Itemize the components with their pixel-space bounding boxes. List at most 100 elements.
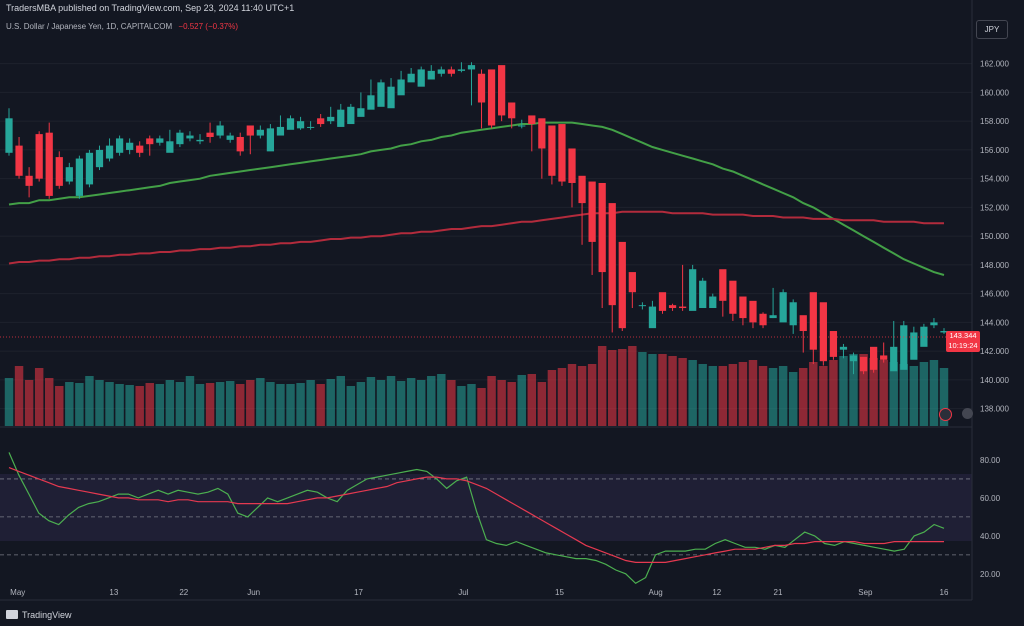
candle-body xyxy=(407,73,415,83)
ma-slow-line xyxy=(8,210,944,265)
volume-bar xyxy=(879,360,888,426)
volume-bar xyxy=(537,382,547,426)
volume-bar xyxy=(437,374,446,426)
candle-body xyxy=(397,79,405,96)
candle-body xyxy=(598,182,606,273)
candle-body xyxy=(176,132,184,145)
moving-averages xyxy=(8,121,945,276)
candle-body xyxy=(477,73,486,103)
rsi-signal-line xyxy=(8,467,944,563)
volume-bar xyxy=(286,384,295,426)
currency-button[interactable]: JPY xyxy=(976,20,1008,39)
volume-bar xyxy=(788,372,798,426)
candle-body xyxy=(890,346,898,372)
time-axis[interactable]: May 13 22 Jun 17 Jul 15 Aug 12 21 Sep 16 xyxy=(10,588,949,597)
candle-body xyxy=(266,128,275,152)
volume-bar xyxy=(859,354,868,426)
price-axis[interactable]: 138.000 140.000 142.000 144.000 146.000 148.0… xyxy=(980,60,1009,579)
candle-body xyxy=(709,296,717,309)
candle-body xyxy=(25,175,33,186)
price-tick-label: 148.000 xyxy=(980,261,1009,270)
time-tick-label: 21 xyxy=(774,588,783,597)
candle-body xyxy=(236,136,244,152)
volume-bar xyxy=(577,366,587,426)
candle-body xyxy=(206,132,214,137)
candle-body xyxy=(337,109,345,127)
candle-body xyxy=(286,118,295,130)
volume-bar xyxy=(386,376,396,426)
lightning-icon[interactable] xyxy=(939,408,952,421)
price-tick-label: 144.000 xyxy=(980,318,1009,327)
volume-bar xyxy=(105,382,114,426)
volume-bar xyxy=(587,364,597,426)
volume-bar xyxy=(628,346,637,426)
volume-bar xyxy=(477,388,486,426)
volume-bar xyxy=(44,378,54,426)
volume-bar xyxy=(316,384,325,426)
volume-bar xyxy=(567,364,577,426)
volume-bar xyxy=(396,381,406,426)
grid xyxy=(0,63,972,410)
candle-body xyxy=(608,203,616,306)
time-tick-label: 12 xyxy=(712,588,721,597)
candle-body xyxy=(829,331,838,357)
candle-body xyxy=(387,86,395,109)
volume-bar xyxy=(276,384,285,426)
candle-body xyxy=(859,356,868,372)
volume-bar xyxy=(718,366,728,426)
volume-bar xyxy=(306,380,315,426)
volume-bar xyxy=(24,380,34,426)
candle-body xyxy=(35,134,43,179)
volume-bar xyxy=(145,383,154,426)
price-tick-label: 140.000 xyxy=(980,376,1009,385)
volume-bar xyxy=(236,384,245,426)
candle-body xyxy=(769,315,777,319)
candle-body xyxy=(809,292,817,350)
footer-brand[interactable]: TradingView xyxy=(6,610,72,620)
volume-bar xyxy=(34,368,44,426)
volume-bar xyxy=(225,381,235,426)
candle-body xyxy=(819,302,827,362)
candle-body xyxy=(467,65,476,70)
candle-body xyxy=(115,138,124,153)
volume-bar xyxy=(557,368,567,426)
candle-body xyxy=(216,125,224,136)
candle-body xyxy=(638,305,647,307)
volume-bar xyxy=(708,366,717,426)
candle-body xyxy=(196,139,204,142)
volume-bar xyxy=(829,360,838,426)
volume-bar xyxy=(256,378,265,426)
candle-body xyxy=(45,132,53,196)
candle-body xyxy=(136,145,144,153)
time-tick-label: Sep xyxy=(858,588,873,597)
price-tick-label: 150.000 xyxy=(980,232,1009,241)
time-tick-label: 17 xyxy=(354,588,363,597)
volume-bar xyxy=(115,384,124,426)
volume-bar xyxy=(648,354,657,426)
volume-bar xyxy=(447,380,456,426)
brand-label: TradingView xyxy=(22,610,72,620)
dividend-icon[interactable] xyxy=(962,408,973,419)
time-tick-label: Jun xyxy=(247,588,260,597)
candle-body xyxy=(628,272,636,293)
volume-bar xyxy=(799,368,808,426)
candle-body xyxy=(427,70,435,80)
volume-bar xyxy=(14,366,24,426)
price-tick-label: 138.000 xyxy=(980,405,1009,414)
candle-body xyxy=(327,116,335,122)
candle-body xyxy=(759,313,767,326)
volume-bar xyxy=(658,354,667,426)
volume-bar xyxy=(527,374,537,426)
candle-body xyxy=(156,138,164,143)
volume-bar xyxy=(638,352,647,426)
volume-bar xyxy=(95,380,104,426)
volume-bar xyxy=(65,382,74,426)
candle-body xyxy=(870,346,878,370)
publisher-info: TradersMBA published on TradingView.com,… xyxy=(6,3,295,13)
candle-body xyxy=(568,148,576,183)
candle-body xyxy=(880,355,888,360)
candle-body xyxy=(578,175,586,204)
candle-body xyxy=(900,325,908,370)
volume-bar xyxy=(929,360,939,426)
